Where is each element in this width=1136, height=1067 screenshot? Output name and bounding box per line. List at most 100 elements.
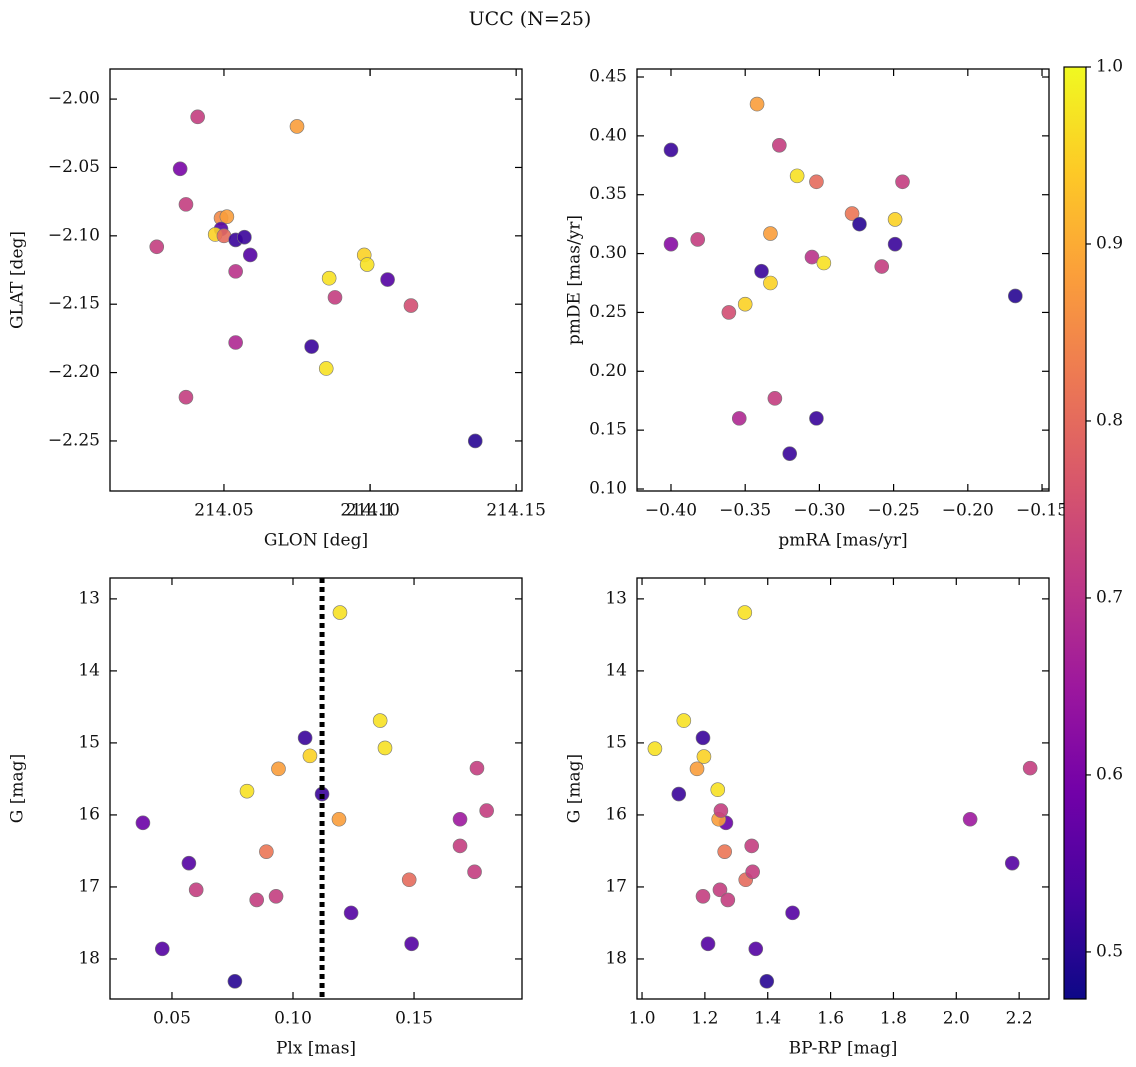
point	[154, 941, 170, 957]
point	[172, 161, 188, 177]
point	[242, 247, 258, 263]
x-tick-label: −0.30	[793, 501, 845, 521]
y-tick-label: −2.15	[48, 294, 100, 314]
x-tick-label: 0.15	[395, 1009, 433, 1029]
point	[377, 740, 393, 756]
point	[359, 257, 375, 272]
y-tick-label: −2.10	[48, 225, 100, 245]
point	[178, 197, 194, 212]
point	[689, 761, 705, 777]
colorbar-tick-label: 0.9	[1096, 233, 1123, 253]
point	[710, 782, 726, 798]
point	[259, 844, 274, 859]
point	[271, 761, 286, 777]
point	[302, 748, 318, 764]
x-tick-label: 1.0	[629, 1009, 656, 1029]
point	[479, 803, 494, 818]
point	[331, 811, 347, 827]
y-tick-label: 16	[605, 804, 627, 824]
point	[895, 174, 910, 190]
point	[1022, 760, 1038, 776]
x-axis-label: BP-RP [mag]	[789, 1039, 898, 1059]
point	[452, 811, 468, 827]
point	[782, 446, 798, 461]
point	[268, 889, 284, 904]
x-tick-label: 2.2	[1006, 1009, 1033, 1029]
point	[181, 855, 197, 871]
point	[748, 941, 764, 957]
point	[404, 936, 419, 952]
y-tick-label: 18	[605, 948, 627, 968]
point	[663, 236, 679, 252]
point	[700, 936, 716, 952]
point	[663, 142, 679, 158]
x-tick-label: 1.6	[817, 1009, 844, 1029]
point	[745, 864, 760, 880]
point	[721, 305, 737, 320]
colorbar-tick-label: 1.0	[1096, 57, 1123, 77]
point	[219, 209, 235, 224]
point	[962, 811, 978, 827]
x-axis-label: GLON [deg]	[264, 531, 368, 551]
point	[372, 713, 388, 728]
x-tick-label: 1.4	[754, 1009, 781, 1029]
y-tick-label: 15	[78, 732, 100, 752]
point	[789, 168, 805, 184]
point	[844, 206, 860, 221]
point	[149, 239, 165, 255]
y-tick-label: 0.40	[589, 125, 627, 145]
point	[467, 433, 483, 449]
points	[149, 109, 483, 449]
point	[332, 605, 348, 620]
point	[717, 844, 732, 859]
point	[297, 730, 313, 746]
point	[135, 815, 151, 831]
point	[695, 730, 711, 746]
colorbar-tick-label: 0.6	[1096, 764, 1123, 784]
point	[712, 882, 728, 898]
point	[1008, 288, 1023, 304]
point	[767, 391, 783, 406]
x-tick-label: 214.15	[486, 501, 545, 521]
points	[135, 605, 494, 989]
point	[737, 296, 753, 312]
point	[809, 411, 824, 426]
point	[754, 263, 769, 279]
point	[744, 838, 760, 854]
point	[401, 872, 417, 888]
y-tick-label: 17	[78, 876, 100, 896]
point	[737, 605, 753, 620]
point	[749, 96, 765, 112]
point	[772, 137, 787, 153]
x-tick-label: 1.2	[691, 1009, 718, 1029]
colorbar-tick-label: 0.5	[1096, 941, 1123, 961]
point	[318, 361, 334, 376]
y-tick-label: 14	[605, 660, 627, 680]
y-tick-label: 13	[605, 588, 627, 608]
y-axis-label: GLAT [deg]	[8, 231, 28, 329]
point	[695, 889, 711, 904]
point	[696, 749, 712, 764]
x-tick-label: −0.25	[868, 501, 920, 521]
axes-frame	[636, 577, 1050, 1000]
y-tick-label: 0.20	[589, 361, 627, 381]
point	[249, 892, 264, 908]
y-tick-label: 0.30	[589, 243, 627, 263]
y-tick-label: 0.45	[589, 67, 627, 87]
point	[190, 109, 205, 125]
x-tick-label: −0.20	[942, 501, 994, 521]
point	[452, 838, 468, 854]
point	[804, 249, 820, 265]
point	[403, 298, 419, 313]
y-axis-label: G [mag]	[565, 754, 585, 823]
x-axis-label: Plx [mas]	[276, 1039, 356, 1059]
point	[239, 783, 255, 799]
figure-title: UCC (N=25)	[469, 8, 592, 30]
point	[887, 212, 903, 227]
points	[647, 605, 1038, 989]
y-tick-label: 18	[78, 948, 100, 968]
x-tick-label: 214.05	[194, 501, 253, 521]
x-tick-label: 214.1	[346, 501, 395, 521]
axes-frame	[636, 68, 1050, 492]
